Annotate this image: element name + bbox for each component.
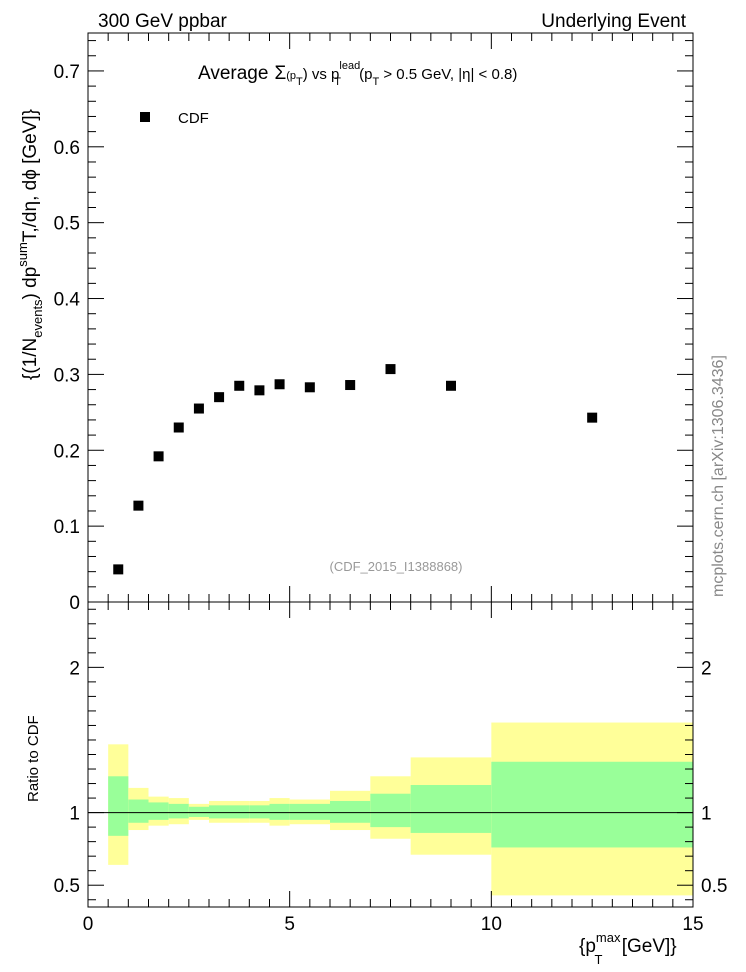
data-markers xyxy=(113,364,598,575)
ratio-bands xyxy=(108,722,693,896)
tick-label: 1 xyxy=(701,804,712,825)
ratio-band-inner xyxy=(370,793,411,828)
tick-label: 0.5 xyxy=(54,876,80,897)
tick-label: 10 xyxy=(481,914,502,935)
tick-label: 0.5 xyxy=(54,214,80,235)
axis-tick-labels: 0 5 10 15 0 0.1 0.2 0.3 0.4 0.5 0.6 0.7 0.5 0.5 1 1 2 2 xyxy=(54,62,728,935)
data-point xyxy=(234,380,245,391)
analysis-annotation: (CDF_2015_I1388868) xyxy=(330,559,463,574)
ratio-band-inner xyxy=(209,805,250,819)
tick-label: 0.1 xyxy=(54,517,80,538)
tick-label: 2 xyxy=(69,658,80,679)
header-left: 300 GeV ppbar xyxy=(98,11,228,32)
tick-label: 0.3 xyxy=(54,365,80,386)
tick-label: 1 xyxy=(69,804,80,825)
tick-label: 0.4 xyxy=(54,290,81,311)
ratio-band-inner xyxy=(289,803,330,820)
tick-label: 0 xyxy=(69,593,80,614)
ratio-band-inner xyxy=(410,785,492,833)
ratio-band-inner xyxy=(148,802,169,820)
ratio-band-inner xyxy=(249,805,270,819)
tick-label: 2 xyxy=(701,658,712,679)
ratio-y-axis-label: Ratio to CDF xyxy=(25,715,42,802)
ratio-band-inner xyxy=(188,806,209,817)
data-point xyxy=(304,382,315,393)
data-point xyxy=(385,364,396,375)
data-point xyxy=(214,392,225,403)
ratio-band-inner xyxy=(269,803,290,820)
ratio-band-inner xyxy=(128,799,149,823)
data-point xyxy=(446,380,456,391)
tick-label: 0 xyxy=(83,914,94,935)
data-point xyxy=(173,422,184,433)
data-point xyxy=(587,412,598,423)
tick-label: 15 xyxy=(682,914,703,935)
legend-marker xyxy=(140,112,150,122)
tick-label: 0.6 xyxy=(54,138,80,159)
tick-label: 0.7 xyxy=(54,62,80,83)
watermark: mcplots.cern.ch [arXiv:1306.3436] xyxy=(710,355,727,597)
tick-label: 0.5 xyxy=(701,876,727,897)
plot-title: Average Σ(pT) vs plead T (pT > 0.5 GeV, |η… xyxy=(198,60,517,88)
ratio-band-inner xyxy=(168,803,189,819)
data-point xyxy=(193,403,204,414)
ratio-band-inner xyxy=(330,800,371,823)
data-point xyxy=(254,385,265,396)
tick-label: 5 xyxy=(284,914,295,935)
ratio-band-inner xyxy=(491,761,693,848)
data-point xyxy=(133,500,144,511)
data-point xyxy=(113,564,124,575)
header-right: Underlying Event xyxy=(541,11,686,32)
tick-label: 0.2 xyxy=(54,441,80,462)
data-point xyxy=(274,379,285,390)
axis-ticks xyxy=(87,33,694,907)
y-axis-label: {(1/Nevents) dpsumT,/dη, dϕ [GeV]} xyxy=(15,109,45,380)
ratio-band-inner xyxy=(108,776,129,836)
data-point xyxy=(153,451,164,462)
x-axis-label: {pmax T [GeV]} xyxy=(579,930,677,967)
data-point xyxy=(345,380,356,391)
legend-label-cdf: CDF xyxy=(178,110,209,127)
